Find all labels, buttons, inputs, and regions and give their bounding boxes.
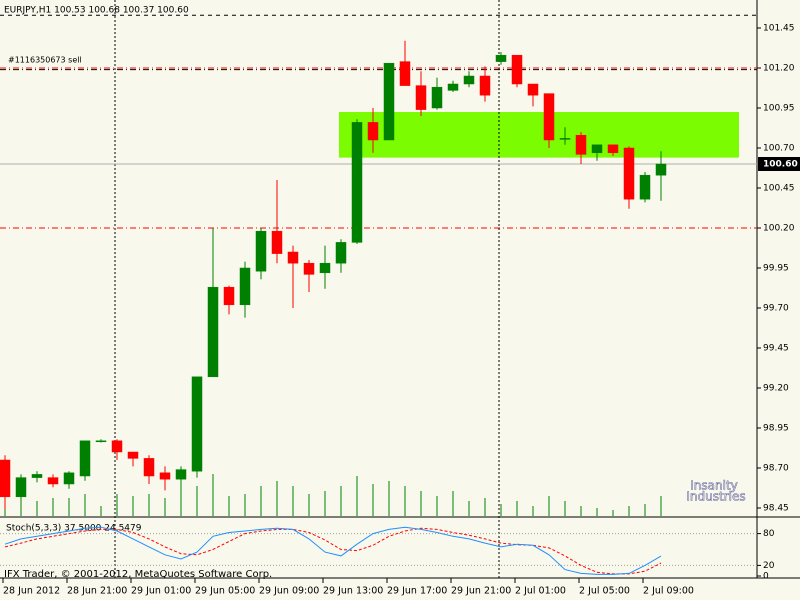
candle-body: [255, 230, 267, 272]
candle-body: [399, 61, 411, 86]
stoch-main: [4, 526, 662, 575]
x-tick-label: 29 Jun 17:00: [387, 586, 447, 597]
price-label: 100.60: [763, 160, 798, 170]
y-tick-label: 99.95: [763, 264, 789, 274]
candle-body: [31, 474, 43, 478]
x-tick-label: 29 Jun 13:00: [323, 586, 383, 597]
x-tick-label: 29 Jun 09:00: [259, 586, 319, 597]
symbol-info: EURJPY,H1 100.53 100.68 100.37 100.60: [4, 6, 189, 16]
candle-body: [335, 242, 347, 264]
y-tick-label: 101.45: [763, 24, 795, 34]
candle-body: [111, 440, 123, 453]
x-tick-label: 29 Jun 05:00: [195, 586, 255, 597]
candle-body: [367, 122, 379, 141]
candle-body: [143, 458, 155, 477]
candle-body: [543, 93, 555, 141]
candle-body: [511, 54, 523, 85]
y-tick-label: 100.45: [763, 184, 795, 194]
candle-body: [175, 469, 187, 480]
candle-body: [191, 376, 203, 472]
candle-body: [383, 62, 395, 141]
y-tick-label: 98.70: [763, 464, 789, 474]
candle-body: [0, 459, 11, 498]
candle-body: [607, 144, 619, 154]
candle-body: [431, 86, 443, 109]
x-tick-label: 28 Jun 21:00: [67, 586, 127, 597]
y-tick-label: 100.95: [763, 104, 795, 114]
y-tick-label: 99.70: [763, 304, 789, 314]
candle-body: [271, 230, 283, 254]
indicator-tick-label: 0: [763, 572, 769, 582]
zone: [339, 112, 739, 158]
candle-body: [655, 163, 667, 176]
y-tick-label: 99.45: [763, 344, 789, 354]
y-tick-label: 99.20: [763, 384, 789, 394]
candle-body: [591, 144, 603, 154]
candle-body: [239, 267, 251, 306]
x-tick-label: 2 Jul 09:00: [643, 586, 694, 597]
candle-body: [463, 75, 475, 85]
y-tick-label: 98.95: [763, 424, 789, 434]
candle-body: [351, 122, 363, 243]
indicator-tick-label: 20: [763, 561, 775, 571]
candle-body: [303, 262, 315, 275]
watermark: Insanity: [690, 479, 738, 493]
indicator-tick-label: 80: [763, 529, 775, 539]
copyright: IFX Trader, © 2001-2012, MetaQuotes Soft…: [4, 569, 272, 580]
candle-body: [479, 75, 491, 96]
y-tick-label: 100.70: [763, 144, 795, 154]
candle-body: [639, 174, 651, 200]
candle-body: [95, 440, 107, 443]
x-tick-label: 2 Jul 05:00: [579, 586, 630, 597]
indicator-title: Stoch(5,3,3) 37.5000 24.5479: [6, 524, 142, 534]
candle-body: [527, 83, 539, 96]
candle-body: [623, 147, 635, 200]
candle-body: [47, 477, 59, 485]
candle-body: [207, 286, 219, 378]
candle-body: [223, 286, 235, 306]
candle-body: [159, 472, 171, 480]
x-tick-label: 28 Jun 2012: [3, 586, 60, 597]
candle-body: [79, 440, 91, 477]
x-tick-label: 2 Jul 01:00: [515, 586, 566, 597]
y-tick-label: 98.45: [763, 504, 789, 514]
candle-body: [447, 83, 459, 91]
x-tick-label: 29 Jun 01:00: [131, 586, 191, 597]
candle-body: [287, 251, 299, 264]
x-tick-label: 29 Jun 21:00: [451, 586, 511, 597]
stoch-signal: [4, 527, 662, 575]
candle-body: [15, 477, 27, 498]
watermark: Industries: [686, 490, 745, 504]
price-label-box: [758, 157, 800, 171]
candle-body: [63, 472, 75, 485]
candle-body: [559, 138, 571, 140]
order-label: #1116350673 sell: [8, 56, 82, 65]
candle-body: [319, 262, 331, 274]
candle-body: [415, 85, 427, 110]
y-tick-label: 100.20: [763, 224, 795, 234]
y-tick-label: 101.20: [763, 64, 795, 74]
candle-body: [575, 134, 587, 155]
candle-body: [495, 54, 507, 62]
candle-body: [127, 451, 139, 459]
